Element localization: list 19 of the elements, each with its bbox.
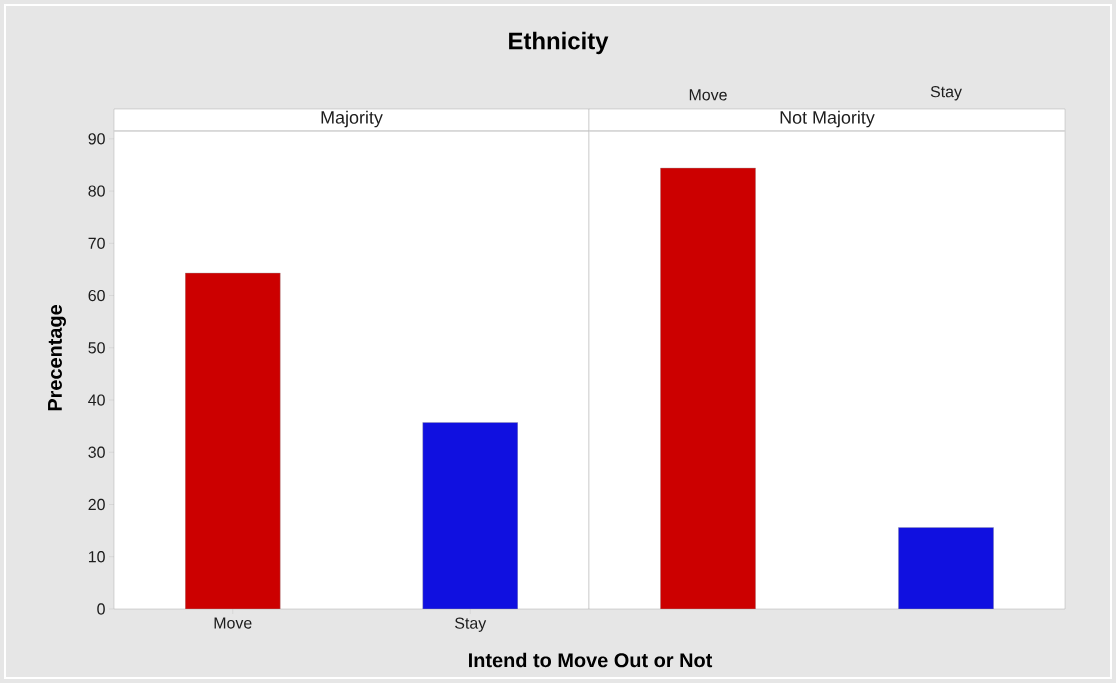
x-tick-label: Stay xyxy=(930,86,962,101)
y-tick-label: 80 xyxy=(88,185,105,197)
chart-subtitle: Not Majority xyxy=(780,110,875,128)
y-tick-label: 50 xyxy=(88,342,105,354)
y-tick-label: 30 xyxy=(88,446,105,458)
chart-title: Ethnicity xyxy=(509,31,609,55)
y-axis-title: Precentage xyxy=(48,304,66,411)
y-tick-label: 70 xyxy=(88,237,105,249)
y-tick-label: 60 xyxy=(88,289,105,302)
y-tick-label: 0 xyxy=(97,603,105,615)
y-tick-label: 20 xyxy=(88,498,105,511)
x-axis-title: Intend to Move Out or Not xyxy=(469,652,713,668)
y-tick-label: 90 xyxy=(88,133,105,145)
y-tick-label: 10 xyxy=(88,551,105,563)
x-tick-label: Move xyxy=(214,617,252,629)
y-tick-label: 40 xyxy=(88,394,105,406)
chart-subtitle: Majority xyxy=(321,110,383,128)
x-tick-label: Stay xyxy=(455,617,487,632)
x-tick-label: Move xyxy=(689,89,727,101)
